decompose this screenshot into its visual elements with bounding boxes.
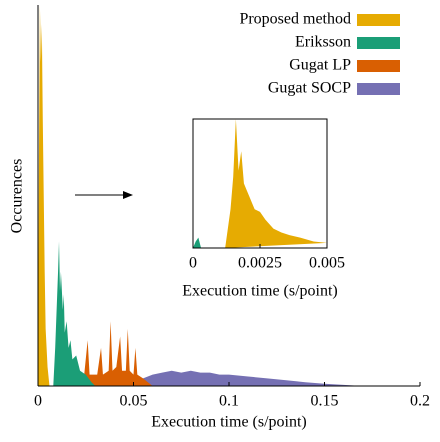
legend-label: Gugat LP bbox=[289, 57, 351, 74]
x-tick-label: 0 bbox=[189, 255, 197, 272]
area bbox=[193, 237, 202, 248]
x-tick-label: 0.2 bbox=[410, 393, 430, 410]
legend-swatch bbox=[357, 14, 400, 26]
arrow-head bbox=[123, 191, 133, 199]
inset-x-label: Execution time (s/point) bbox=[182, 283, 338, 300]
y-axis-label: Occurences bbox=[9, 159, 26, 234]
legend-label: Proposed method bbox=[239, 11, 351, 28]
area bbox=[38, 5, 50, 386]
area bbox=[76, 321, 153, 386]
area bbox=[225, 119, 327, 248]
x-axis-label: Execution time (s/point) bbox=[151, 414, 307, 431]
x-tick-label: 0.05 bbox=[120, 393, 148, 410]
legend-swatch bbox=[357, 60, 400, 72]
legend-label: Eriksson bbox=[295, 34, 351, 51]
x-tick-label: 0.0025 bbox=[238, 255, 282, 272]
area bbox=[53, 241, 96, 386]
x-tick-label: 0.15 bbox=[311, 393, 339, 410]
legend-label: Gugat SOCP bbox=[268, 80, 351, 97]
x-tick-label: 0 bbox=[34, 393, 42, 410]
legend-swatch bbox=[357, 37, 400, 49]
x-tick-label: 0.005 bbox=[309, 255, 345, 272]
area bbox=[133, 370, 363, 386]
legend-swatch bbox=[357, 83, 400, 95]
x-tick-label: 0.1 bbox=[219, 393, 239, 410]
